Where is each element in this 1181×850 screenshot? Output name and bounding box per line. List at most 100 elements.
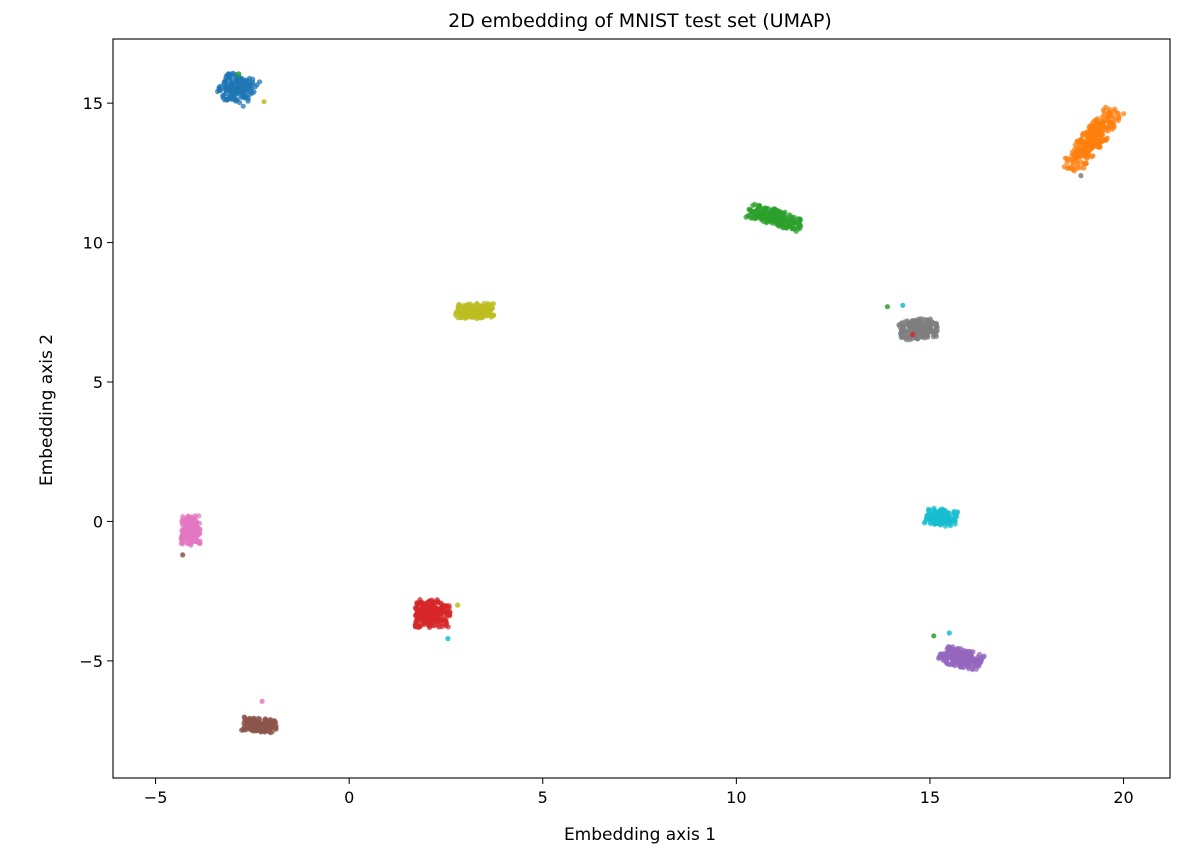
data-point xyxy=(228,93,234,100)
data-point xyxy=(1121,111,1127,117)
data-point xyxy=(242,93,248,99)
data-point xyxy=(797,217,804,223)
cluster-3 xyxy=(412,597,453,631)
data-point xyxy=(946,510,952,516)
data-point xyxy=(1096,142,1102,148)
data-point xyxy=(970,649,976,655)
data-point xyxy=(1104,117,1110,123)
data-point xyxy=(1070,163,1076,169)
outlier-point xyxy=(1078,173,1084,179)
data-point xyxy=(196,520,203,526)
data-point xyxy=(260,726,266,732)
data-point xyxy=(972,659,978,665)
data-point xyxy=(1111,121,1117,127)
data-point xyxy=(963,650,969,656)
data-point xyxy=(1062,155,1068,161)
data-point xyxy=(1085,147,1091,153)
data-point xyxy=(230,70,236,76)
data-point xyxy=(1107,113,1113,119)
data-point xyxy=(240,103,246,109)
data-point xyxy=(254,718,260,724)
data-point xyxy=(916,321,922,327)
data-point xyxy=(1073,154,1079,161)
data-point xyxy=(235,78,242,84)
x-tick-label: −5 xyxy=(144,788,168,807)
data-point xyxy=(925,512,931,518)
data-point xyxy=(221,92,227,98)
data-point xyxy=(235,89,241,95)
data-point xyxy=(1092,138,1099,145)
outlier-point xyxy=(445,636,451,642)
outlier-point xyxy=(909,332,916,338)
data-point xyxy=(1081,153,1087,159)
x-tick-label: 0 xyxy=(344,788,354,807)
data-point xyxy=(780,219,786,226)
data-point xyxy=(1070,166,1076,173)
cluster-9 xyxy=(921,505,961,529)
data-point xyxy=(413,619,419,625)
data-point xyxy=(907,323,914,329)
data-point xyxy=(184,532,190,538)
data-point xyxy=(439,617,446,623)
data-point xyxy=(429,610,435,616)
data-point xyxy=(218,87,224,93)
cluster-7 xyxy=(896,316,940,343)
data-point xyxy=(796,226,803,232)
data-point xyxy=(966,666,972,672)
data-point xyxy=(1076,138,1083,145)
data-point xyxy=(196,513,202,519)
cluster-1 xyxy=(1061,104,1127,174)
data-point xyxy=(896,322,902,328)
points-layer xyxy=(178,70,1127,736)
y-tick-label: 15 xyxy=(83,94,103,113)
y-tick-label: −5 xyxy=(79,652,103,671)
data-point xyxy=(945,654,951,660)
x-tick-label: 20 xyxy=(1113,788,1133,807)
data-point xyxy=(1116,115,1122,121)
data-point xyxy=(414,601,420,607)
data-point xyxy=(197,538,203,544)
outlier-point xyxy=(261,99,267,105)
data-point xyxy=(756,202,763,209)
data-point xyxy=(955,509,961,515)
data-point xyxy=(977,651,983,658)
x-tick-label: 15 xyxy=(920,788,940,807)
data-point xyxy=(414,611,420,617)
data-point xyxy=(944,520,950,526)
data-point xyxy=(179,517,185,523)
data-point xyxy=(1103,137,1109,143)
cluster-5 xyxy=(239,714,279,736)
cluster-6 xyxy=(178,513,203,548)
data-point xyxy=(418,616,424,622)
x-axis: −5 0 5 10 15 20 xyxy=(144,778,1134,807)
data-point xyxy=(257,79,263,85)
data-point xyxy=(457,307,463,313)
data-point xyxy=(929,326,935,332)
data-point xyxy=(934,325,940,332)
data-point xyxy=(249,90,255,96)
data-point xyxy=(787,221,793,227)
data-point xyxy=(922,519,928,525)
cluster-8 xyxy=(453,300,497,322)
data-point xyxy=(224,72,230,78)
data-point xyxy=(933,321,940,327)
data-point xyxy=(951,655,957,661)
cluster-4 xyxy=(936,644,987,673)
data-point xyxy=(764,210,770,216)
outlier-point xyxy=(900,302,906,308)
data-point xyxy=(439,605,445,611)
data-point xyxy=(978,656,984,662)
outlier-point xyxy=(931,633,937,639)
data-point xyxy=(913,324,920,331)
outlier-point xyxy=(180,552,186,558)
data-point xyxy=(447,609,453,615)
cluster-0 xyxy=(215,70,263,109)
data-point xyxy=(1087,129,1093,135)
data-point xyxy=(899,330,905,336)
data-point xyxy=(243,722,249,728)
data-point xyxy=(418,623,424,629)
data-point xyxy=(946,515,952,522)
data-point xyxy=(273,725,279,731)
data-point xyxy=(192,520,198,526)
